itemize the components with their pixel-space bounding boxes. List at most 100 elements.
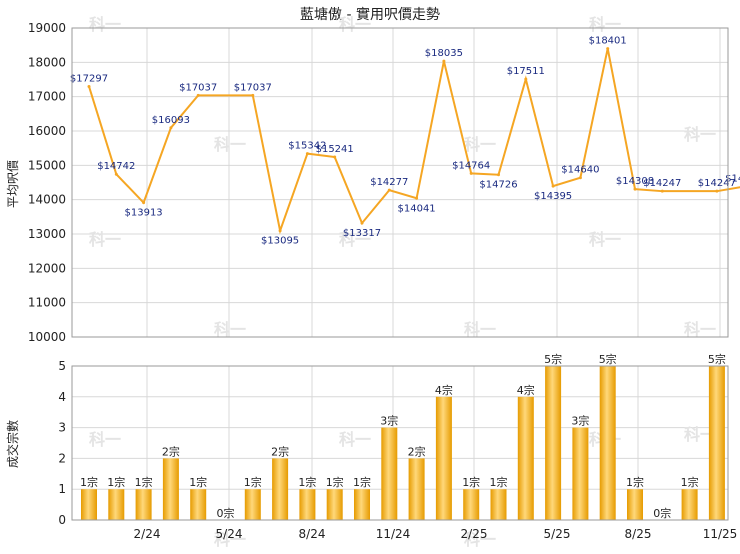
line-point <box>660 189 664 193</box>
point-label: $15342 <box>288 141 326 152</box>
bar-label: 1宗 <box>490 475 508 489</box>
line-point <box>305 152 309 156</box>
point-label: $17037 <box>234 82 272 93</box>
watermark-text: 科一 <box>339 15 371 34</box>
watermark-text: 科一 <box>684 425 716 444</box>
price-line <box>88 48 740 235</box>
bar-label: 1宗 <box>626 475 644 489</box>
bar <box>545 366 562 520</box>
x-ticks: 2/24 5/24 8/24 11/24 2/25 5/25 8/25 11/25 <box>134 527 738 541</box>
top-plot-frame <box>71 27 729 338</box>
line-point <box>497 173 500 177</box>
watermark-text: 科一 <box>464 530 496 549</box>
top-y-tick-label: 14000 <box>28 193 66 207</box>
bottom-y-tick-label: 5 <box>58 359 66 373</box>
bottom-y-tick-label: 0 <box>58 513 66 527</box>
bar-label: 2宗 <box>271 444 289 458</box>
bar-label: 4宗 <box>435 383 453 397</box>
line-point <box>114 172 118 176</box>
point-label: $13913 <box>125 208 163 219</box>
point-label: $17511 <box>507 66 545 77</box>
line-point <box>578 176 582 180</box>
bar <box>572 427 589 520</box>
point-label: $14742 <box>97 161 135 172</box>
point-label: $13095 <box>261 236 299 247</box>
line-point <box>87 84 91 88</box>
top-y-tick-label: 11000 <box>28 296 66 310</box>
bar <box>326 489 343 520</box>
bar <box>299 489 316 520</box>
point-label: $14764 <box>452 160 490 171</box>
top-y-tick-label: 18000 <box>28 55 66 69</box>
bar-label: 1宗 <box>326 475 344 489</box>
bar <box>627 489 643 520</box>
bar <box>135 489 152 520</box>
bar-series: 1宗 1宗 1宗 2宗 1宗 0宗 1宗 2宗 1宗 1宗 1宗 3宗 2宗 4宗 1宗 1宗 4宗 5宗 3宗 5宗… <box>80 352 726 520</box>
point-label: $14041 <box>398 203 436 214</box>
bar-label: 5宗 <box>708 352 726 366</box>
point-label: $14247 <box>643 178 681 189</box>
bar <box>272 458 289 520</box>
price-line-series: $17297 $14742 $13913 $16093 $17037 $17037 $130… <box>70 36 740 247</box>
watermark-text: 科一 <box>214 530 246 549</box>
bar <box>381 427 398 520</box>
bar-label: 1宗 <box>298 475 316 489</box>
bottom-y-tick-label: 4 <box>58 390 66 404</box>
point-label: $14381 <box>725 174 740 185</box>
line-point <box>251 93 255 97</box>
line-point <box>715 189 719 193</box>
top-y-tick-label: 19000 <box>28 21 66 35</box>
line-point <box>278 229 282 233</box>
bar-label: 3宗 <box>571 414 589 428</box>
bar-label: 3宗 <box>380 414 398 428</box>
top-y-ticks: 10000 11000 12000 13000 14000 15000 16000 17000… <box>28 21 66 344</box>
line-point <box>169 126 173 130</box>
bar-label: 0宗 <box>217 506 235 520</box>
point-label: $14277 <box>370 177 408 188</box>
watermark-text: 科一 <box>214 135 246 154</box>
x-tick-label: 11/25 <box>703 527 738 541</box>
point-label: $15241 <box>316 144 354 155</box>
bar <box>463 489 480 520</box>
point-label: $17037 <box>179 82 217 93</box>
bar-label: 1宗 <box>135 475 153 489</box>
point-label: $16093 <box>152 115 190 126</box>
bar <box>599 366 616 520</box>
line-point <box>551 184 555 188</box>
line-point <box>469 171 473 175</box>
bar-label: 2宗 <box>408 444 426 458</box>
point-label: $18401 <box>589 36 627 47</box>
bar <box>681 489 698 520</box>
bar <box>408 458 425 520</box>
line-point <box>633 187 637 191</box>
point-label: $18035 <box>425 48 463 59</box>
line-point <box>142 201 146 205</box>
bar <box>244 489 261 520</box>
point-label: $14640 <box>561 165 599 176</box>
point-label: $14395 <box>534 191 572 202</box>
watermarks: 科一科一科一科一科一科一科一科一科一科一科一科一科一科一科一科一科一科一 <box>89 15 716 549</box>
bar-label: 1宗 <box>353 475 371 489</box>
bar-label: 0宗 <box>653 506 671 520</box>
bottom-y-ticks: 0 1 2 3 4 5 <box>58 359 66 527</box>
top-y-tick-label: 12000 <box>28 261 66 275</box>
watermark-text: 科一 <box>464 135 496 154</box>
watermark-text: 科一 <box>89 15 121 34</box>
x-tick-label: 5/25 <box>544 527 571 541</box>
point-label: $14726 <box>479 180 517 191</box>
top-y-tick-label: 16000 <box>28 124 66 138</box>
bar-label: 1宗 <box>244 475 262 489</box>
line-point <box>442 59 446 63</box>
watermark-text: 科一 <box>589 15 621 34</box>
watermark-text: 科一 <box>214 320 246 339</box>
line-point <box>606 47 610 51</box>
top-y-tick-label: 10000 <box>28 330 66 344</box>
line-point <box>524 77 528 81</box>
bar <box>708 366 725 520</box>
watermark-text: 科一 <box>684 320 716 339</box>
top-y-tick-label: 17000 <box>28 90 66 104</box>
x-tick-label: 8/25 <box>625 527 652 541</box>
bar <box>162 458 179 520</box>
x-tick-label: 11/24 <box>376 527 411 541</box>
